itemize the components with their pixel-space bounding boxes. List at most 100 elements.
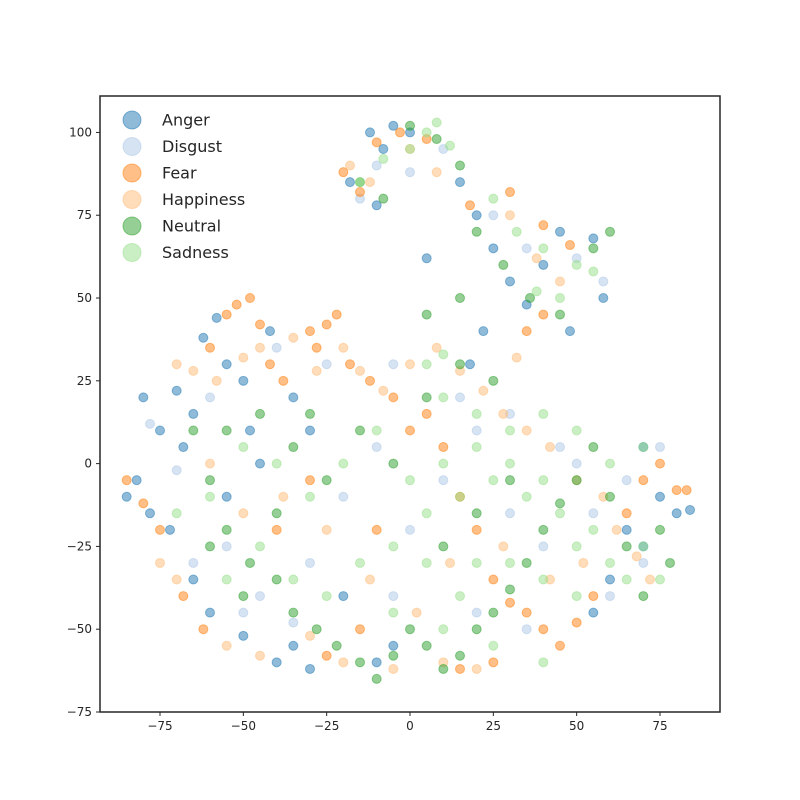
point-neutral <box>471 226 482 237</box>
point-sadness <box>605 458 615 469</box>
point-disgust <box>255 591 265 602</box>
points-layer <box>121 117 695 684</box>
point-happiness <box>345 160 355 171</box>
point-sadness <box>488 193 499 204</box>
point-happiness <box>288 332 299 343</box>
point-sadness <box>421 127 432 138</box>
point-happiness <box>511 352 522 363</box>
point-happiness <box>238 508 249 519</box>
point-neutral <box>288 607 299 618</box>
point-sadness <box>355 177 365 188</box>
point-happiness <box>431 167 442 178</box>
point-neutral <box>431 134 442 145</box>
point-happiness <box>645 574 655 585</box>
point-happiness <box>578 557 589 568</box>
legend-item-anger[interactable]: Anger <box>122 110 210 130</box>
point-happiness <box>365 177 375 188</box>
point-fear <box>371 524 382 535</box>
y-tick-label: 50 <box>77 291 92 305</box>
point-neutral <box>455 359 465 370</box>
point-happiness <box>171 359 182 370</box>
point-disgust <box>538 541 549 552</box>
point-fear <box>121 475 132 486</box>
point-happiness <box>505 210 515 221</box>
legend-item-neutral[interactable]: Neutral <box>122 216 221 236</box>
point-sadness <box>438 624 449 635</box>
point-fear <box>255 319 265 330</box>
point-anger <box>421 253 432 264</box>
y-tick-label: 25 <box>77 374 92 388</box>
point-disgust <box>521 243 532 254</box>
point-sadness <box>538 574 549 585</box>
point-anger <box>471 210 482 221</box>
point-neutral <box>471 508 482 519</box>
point-anger <box>338 591 349 602</box>
legend-label: Sadness <box>162 243 229 262</box>
point-sadness <box>538 475 549 486</box>
point-happiness <box>498 408 509 419</box>
point-neutral <box>665 557 675 568</box>
point-sadness <box>521 491 532 502</box>
point-disgust <box>171 465 182 476</box>
point-happiness <box>388 663 399 674</box>
point-sadness <box>288 574 299 585</box>
legend-label: Anger <box>162 111 210 130</box>
point-disgust <box>271 342 282 353</box>
point-sadness <box>588 266 599 277</box>
point-fear <box>198 624 209 635</box>
point-sadness <box>405 143 415 154</box>
point-neutral <box>371 673 382 684</box>
point-sadness <box>571 259 582 270</box>
point-sadness <box>438 392 449 403</box>
point-fear <box>565 240 575 251</box>
point-sadness <box>531 286 542 297</box>
x-tick-label: −75 <box>147 719 172 733</box>
point-anger <box>265 326 275 337</box>
point-happiness <box>255 342 265 353</box>
point-fear <box>455 663 465 674</box>
point-happiness <box>278 491 289 502</box>
x-tick-label: −25 <box>314 719 339 733</box>
point-fear <box>321 650 332 661</box>
point-neutral <box>388 458 399 469</box>
point-anger <box>538 259 549 270</box>
point-sadness <box>455 591 465 602</box>
point-anger <box>221 491 232 502</box>
legend-label: Neutral <box>162 217 221 236</box>
y-tick-label: −25 <box>67 539 92 553</box>
legend-item-fear[interactable]: Fear <box>122 163 197 183</box>
point-neutral <box>538 524 549 535</box>
point-anger <box>655 491 665 502</box>
point-happiness <box>411 607 422 618</box>
point-anger <box>221 359 232 370</box>
point-fear <box>271 524 282 535</box>
point-neutral <box>238 591 249 602</box>
point-disgust <box>221 541 232 552</box>
point-anger <box>145 508 155 519</box>
point-happiness <box>478 385 489 396</box>
point-happiness <box>355 365 365 376</box>
point-happiness <box>555 276 565 287</box>
point-happiness <box>211 375 222 386</box>
point-sadness <box>371 425 382 436</box>
point-happiness <box>471 663 482 674</box>
legend: Anger Disgust Fear Happiness Neutral Sadness <box>122 110 245 262</box>
point-anger <box>565 326 575 337</box>
legend-item-happiness[interactable]: Happiness <box>122 190 245 209</box>
point-anger <box>188 408 199 419</box>
point-happiness <box>405 359 415 370</box>
point-disgust <box>655 442 665 453</box>
point-fear <box>538 220 549 231</box>
legend-item-sadness[interactable]: Sadness <box>122 243 229 262</box>
point-sadness <box>388 607 399 618</box>
point-happiness <box>365 574 375 585</box>
point-neutral <box>438 541 449 552</box>
legend-item-disgust[interactable]: Disgust <box>122 137 222 156</box>
point-sadness <box>421 359 432 370</box>
point-sadness <box>538 657 549 668</box>
point-sadness <box>471 557 482 568</box>
point-neutral <box>421 392 432 403</box>
point-anger <box>155 425 165 436</box>
point-anger <box>478 326 489 337</box>
point-neutral <box>471 624 482 635</box>
